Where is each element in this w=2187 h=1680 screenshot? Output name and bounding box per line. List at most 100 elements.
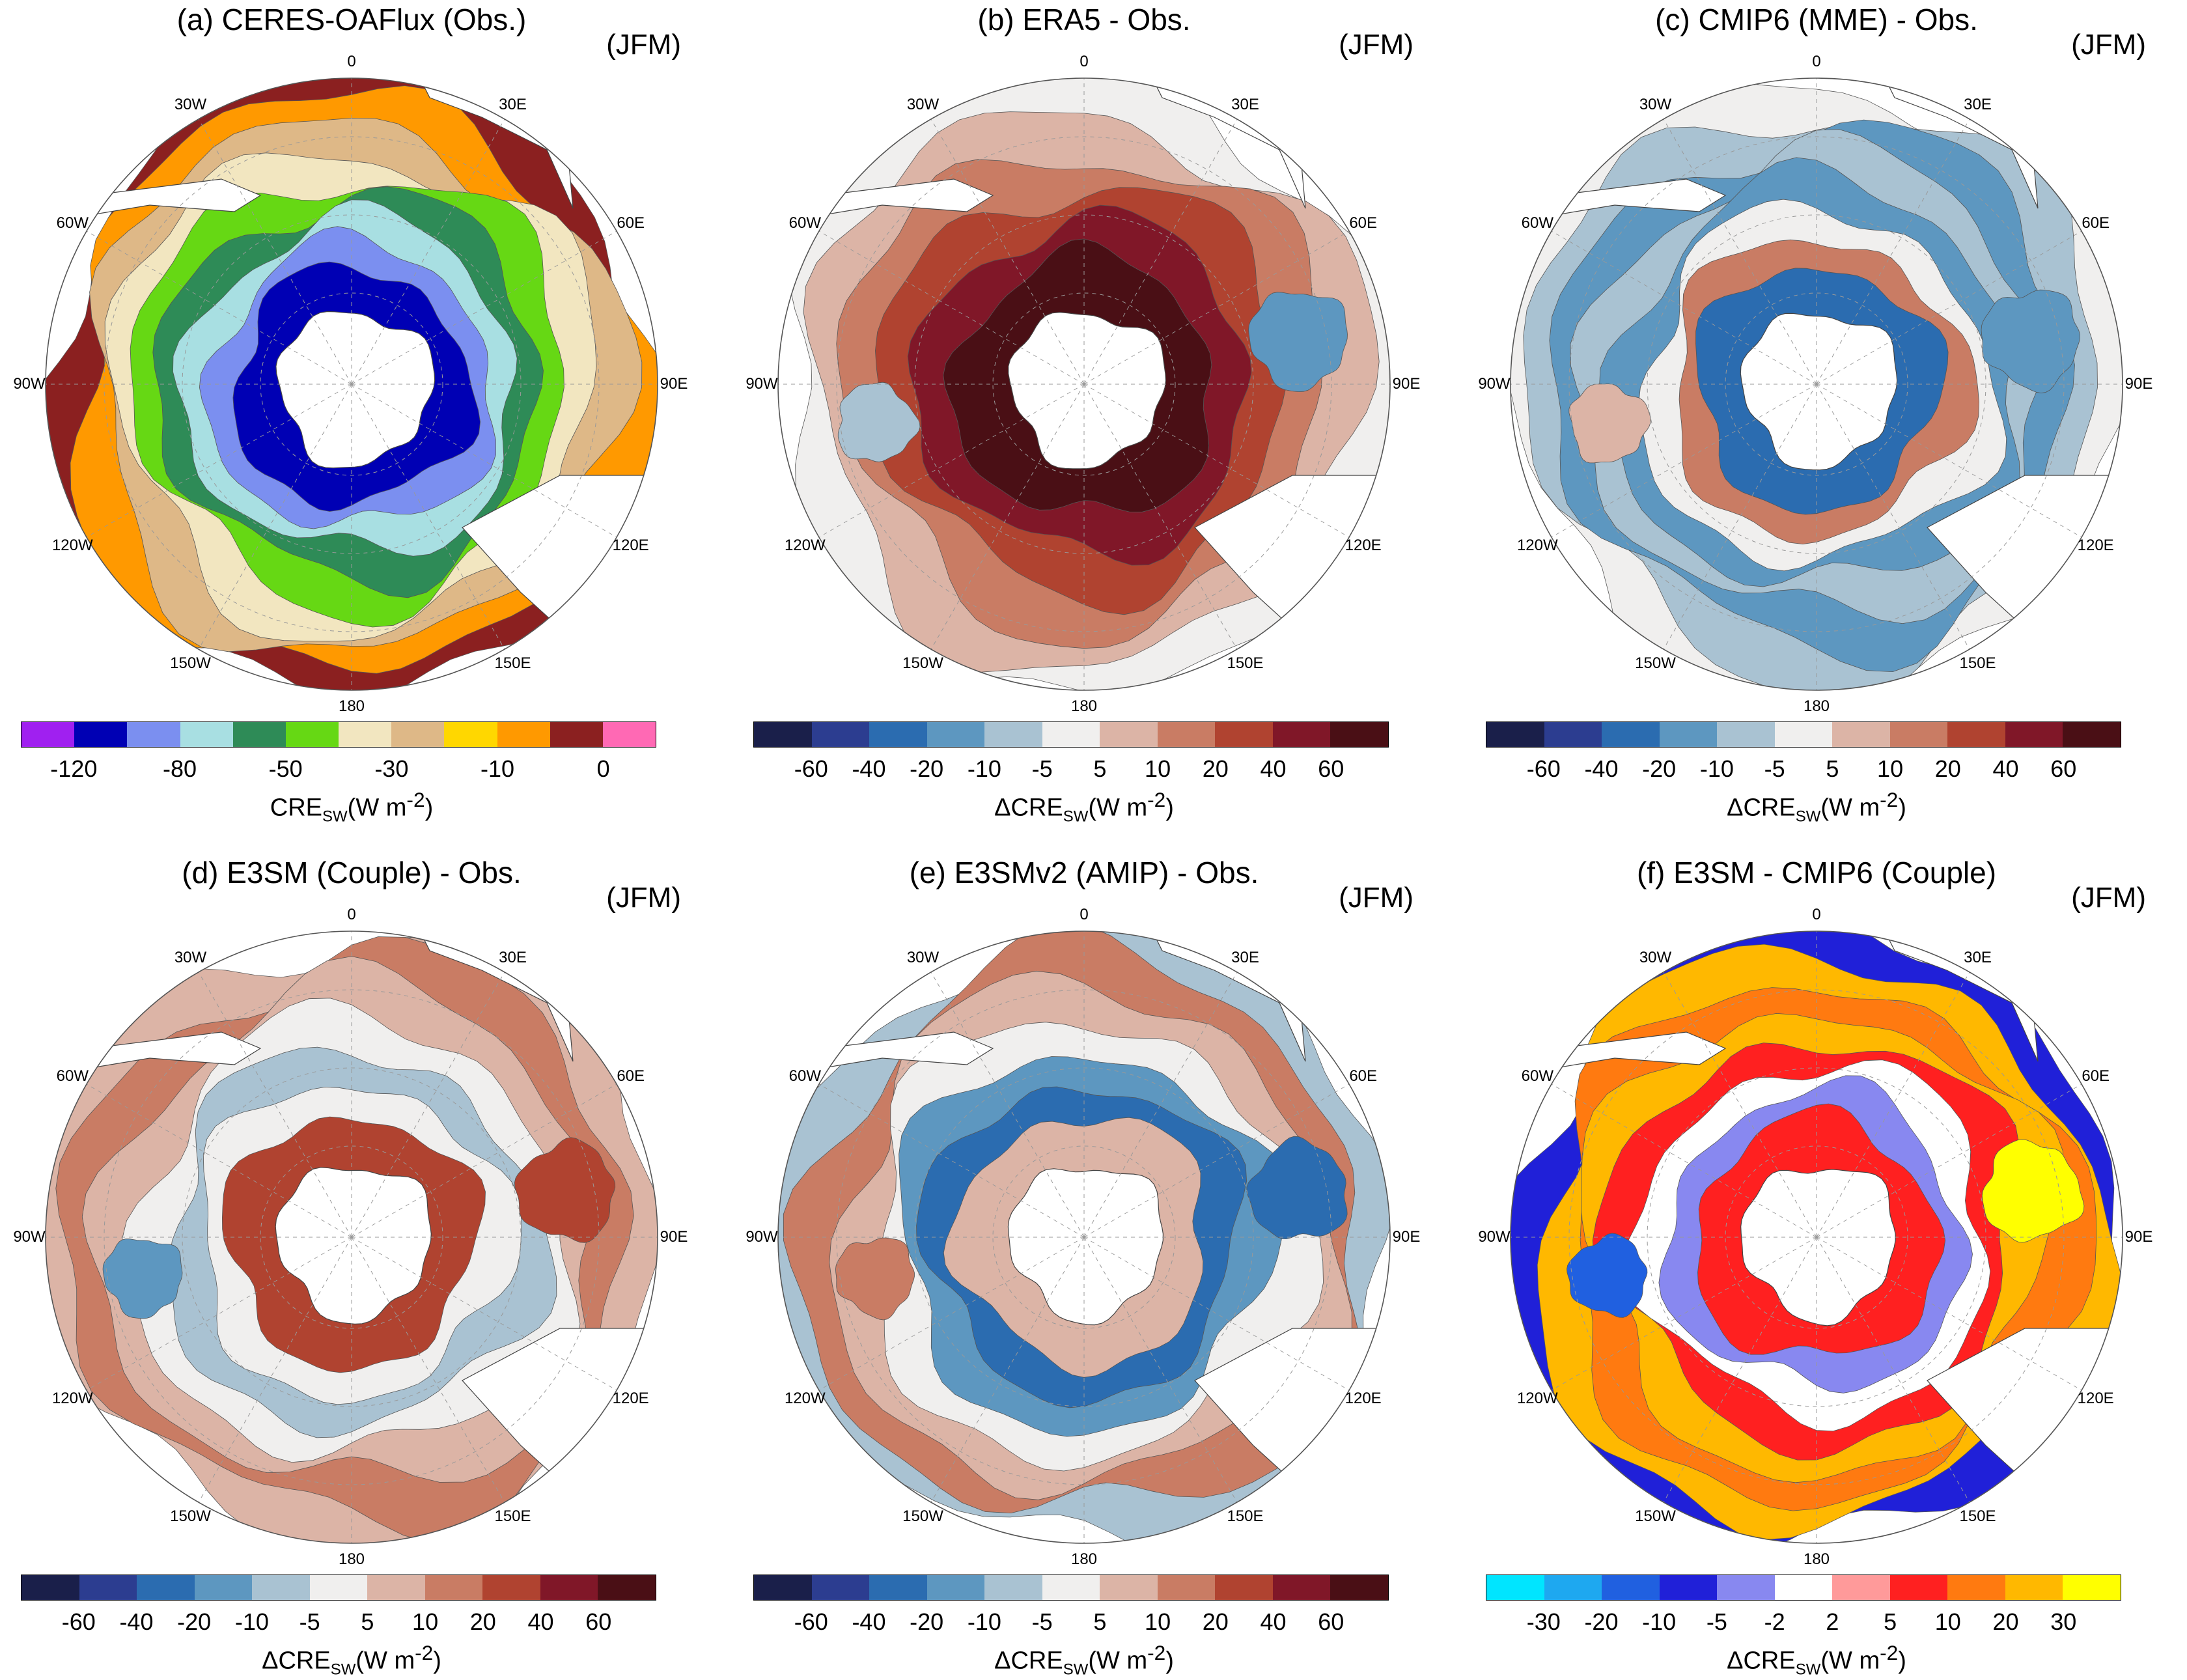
colorbar xyxy=(1486,721,2121,748)
colorbar-swatch xyxy=(2005,722,2063,747)
latitude-circle xyxy=(182,214,522,554)
season-label: (JFM) xyxy=(2071,29,2146,61)
colorbar-swatch xyxy=(754,1575,812,1600)
antarctica-landmass xyxy=(275,311,436,469)
unit-sub: SW xyxy=(322,807,348,826)
colorbar-tick-label: 10 xyxy=(412,1608,439,1635)
colorbar xyxy=(1486,1575,2121,1601)
season-label: (JFM) xyxy=(606,882,681,914)
polar-map xyxy=(45,77,658,691)
latitude-circle xyxy=(836,989,1332,1485)
colorbar-tick-label: 20 xyxy=(469,1608,496,1635)
unit-exp: -2 xyxy=(1880,788,1899,811)
colorbar-tick-label: -40 xyxy=(119,1608,154,1635)
colorbar-tick-label: -40 xyxy=(852,755,886,782)
polar-map xyxy=(1510,931,2123,1544)
contour-patch xyxy=(102,1239,183,1319)
colorbar-tick-label: 5 xyxy=(1826,755,1839,782)
longitude-label: 120E xyxy=(2077,536,2114,554)
colorbar-tick-label: 60 xyxy=(585,1608,612,1635)
colorbar-tick-label: 0 xyxy=(596,755,610,782)
longitude-label: 150E xyxy=(494,1507,531,1525)
longitude-label: 60W xyxy=(1521,1067,1553,1085)
colorbar xyxy=(21,721,656,748)
colorbar-tick-label: 10 xyxy=(1934,1608,1961,1635)
colorbar-tick-label: 20 xyxy=(1202,1608,1229,1635)
longitude-label: 0 xyxy=(1080,906,1089,923)
colorbar-swatch xyxy=(1486,722,1544,747)
colorbar-unit-label: ΔCRESW(W m-2) xyxy=(732,1641,1436,1679)
colorbar-tick-label: 20 xyxy=(1934,755,1961,782)
panel-title: (b) ERA5 - Obs. xyxy=(977,3,1191,36)
colorbar-swatch xyxy=(1042,1575,1100,1600)
longitude-label: 180 xyxy=(1070,697,1098,715)
latitude-circle xyxy=(260,292,443,476)
colorbar-tick-label: -2 xyxy=(1764,1608,1785,1635)
longitude-label: 90W xyxy=(13,375,46,393)
colorbar-tick-label: 40 xyxy=(1260,755,1287,782)
colorbar-tick-label: 60 xyxy=(2050,755,2077,782)
colorbar-swatch xyxy=(74,722,128,747)
colorbar-unit-label: ΔCRESW(W m-2) xyxy=(732,788,1436,826)
colorbar-swatch xyxy=(1157,722,1216,747)
colorbar-swatch xyxy=(1215,722,1273,747)
colorbar-swatch xyxy=(1272,1575,1331,1600)
colorbar-swatch xyxy=(1659,722,1718,747)
colorbar-unit-label: ΔCRESW(W m-2) xyxy=(1465,1641,2168,1679)
colorbar-swatch xyxy=(1157,1575,1216,1600)
longitude-label: 60E xyxy=(2082,1067,2110,1085)
antarctica-landmass xyxy=(1007,1168,1164,1326)
colorbar-swatch xyxy=(1774,722,1833,747)
colorbar-unit-label: ΔCRESW(W m-2) xyxy=(1465,788,2168,826)
longitude-label: 30W xyxy=(174,96,207,114)
longitude-label: 120E xyxy=(1344,536,1382,554)
latitude-circle xyxy=(260,1145,443,1329)
unit-close: ) xyxy=(1898,1647,1906,1675)
colorbar-tick-label: 60 xyxy=(1318,755,1344,782)
longitude-label: 120W xyxy=(784,1389,826,1407)
colorbar-swatch xyxy=(2063,1575,2121,1600)
colorbar-tick-label: 40 xyxy=(1260,1608,1287,1635)
polar-map xyxy=(45,931,658,1544)
longitude-label: 30E xyxy=(1231,949,1259,967)
colorbar-unit-label: CRESW(W m-2) xyxy=(0,788,703,826)
longitude-label: 30W xyxy=(906,949,940,967)
longitude-label: 180 xyxy=(1070,1550,1098,1568)
colorbar-tick-label: 10 xyxy=(1877,755,1904,782)
longitude-label: 150E xyxy=(1227,654,1264,672)
unit-tail: (W m xyxy=(355,1647,415,1675)
colorbar-swatch xyxy=(869,722,927,747)
map-boundary xyxy=(1510,931,2123,1544)
longitude-label: 60W xyxy=(1521,214,1553,232)
longitude-label: 30W xyxy=(906,96,940,114)
colorbar-swatch xyxy=(754,722,812,747)
longitude-label: 0 xyxy=(347,906,356,923)
longitude-label: 90E xyxy=(1392,375,1421,393)
map-field xyxy=(778,78,1390,690)
longitude-label: 180 xyxy=(1803,697,1830,715)
contour-patch xyxy=(1248,292,1348,393)
panel-e: (e) E3SMv2 (AMIP) - Obs. (JFM) 0 30E 60E 90E 1… xyxy=(732,853,1436,1680)
longitude-label: 30W xyxy=(174,949,207,967)
map-boundary xyxy=(45,931,658,1544)
unit-sub: SW xyxy=(1795,807,1821,826)
longitude-label: 90E xyxy=(660,375,688,393)
longitude-label: 150E xyxy=(1227,1507,1264,1525)
colorbar-swatch xyxy=(285,722,339,747)
colorbar-tick-label: -5 xyxy=(299,1608,320,1635)
colorbar-tick-label: -10 xyxy=(967,755,1001,782)
antarctica-landmass xyxy=(1740,313,1898,471)
longitude-label: 30E xyxy=(499,96,527,114)
colorbar-swatch xyxy=(1717,722,1775,747)
longitude-label: 60E xyxy=(617,1067,645,1085)
colorbar-tick-label: -20 xyxy=(910,755,944,782)
longitude-label: 150W xyxy=(902,654,943,672)
longitude-label: 60E xyxy=(2082,214,2110,232)
panel-title: (d) E3SM (Couple) - Obs. xyxy=(182,856,522,889)
colorbar-swatch xyxy=(482,1575,540,1600)
colorbar-swatch xyxy=(391,722,445,747)
season-label: (JFM) xyxy=(2071,882,2146,914)
colorbar-tick-label: -60 xyxy=(61,1608,96,1635)
colorbar-swatch xyxy=(869,1575,927,1600)
polar-map xyxy=(1510,77,2123,691)
